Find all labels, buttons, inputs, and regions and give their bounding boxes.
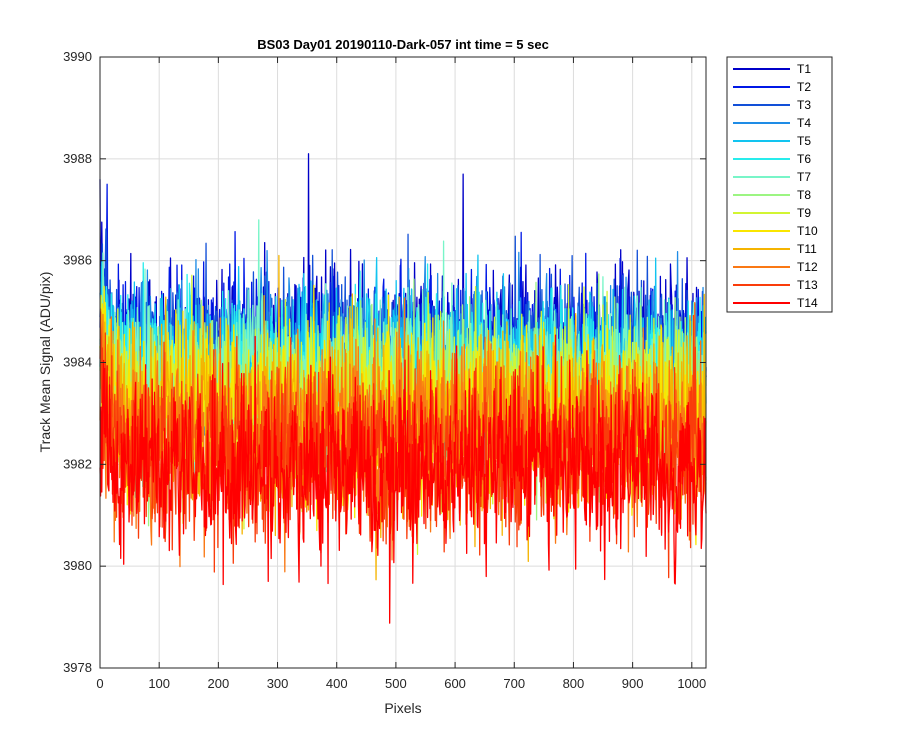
series-lines (99, 153, 707, 624)
legend: T1 T2 T3 T4 T5 T6 T7 T8 T9 T10 T11 T12 T13 T14 (726, 56, 833, 313)
legend-label-t3: T3 (797, 98, 811, 112)
legend-label-t2: T2 (797, 80, 811, 94)
legend-label-t12: T12 (797, 260, 818, 274)
x-tick-label: 400 (326, 676, 348, 691)
y-tick-label: 3982 (63, 456, 92, 471)
y-tick-label: 3984 (63, 355, 92, 370)
y-tick-label: 3978 (63, 660, 92, 675)
x-axis: 0 100 200 300 400 500 600 700 800 900 1000 (96, 57, 706, 691)
x-tick-label: 100 (148, 676, 170, 691)
x-tick-label: 1000 (677, 676, 706, 691)
x-tick-label: 300 (267, 676, 289, 691)
y-tick-label: 3986 (63, 253, 92, 268)
legend-box (726, 56, 833, 313)
x-tick-label: 600 (444, 676, 466, 691)
legend-label-t4: T4 (797, 116, 811, 130)
legend-label-t8: T8 (797, 188, 811, 202)
x-axis-label: Pixels (384, 700, 421, 716)
series-line-t14 (99, 334, 707, 624)
legend-label-t1: T1 (797, 62, 811, 76)
legend-label-t13: T13 (797, 278, 818, 292)
legend-label-t6: T6 (797, 152, 811, 166)
legend-label-t9: T9 (797, 206, 811, 220)
y-tick-label: 3988 (63, 151, 92, 166)
y-axis: 3978 3980 3982 3984 3986 3988 3990 (63, 49, 706, 675)
legend-label-t11: T11 (797, 242, 817, 256)
legend-label-t7: T7 (797, 170, 811, 184)
y-tick-label: 3990 (63, 49, 92, 64)
y-axis-label: Track Mean Signal (ADU/pix) (37, 272, 53, 453)
legend-label-t14: T14 (797, 296, 818, 310)
x-tick-label: 900 (622, 676, 644, 691)
x-tick-label: 0 (96, 676, 103, 691)
x-tick-label: 800 (563, 676, 585, 691)
x-tick-label: 200 (208, 676, 230, 691)
chart-title: BS03 Day01 20190110-Dark-057 int time = … (257, 37, 549, 52)
legend-label-t5: T5 (797, 134, 811, 148)
legend-label-t10: T10 (797, 224, 818, 238)
x-tick-label: 700 (503, 676, 525, 691)
x-tick-label: 500 (385, 676, 407, 691)
y-tick-label: 3980 (63, 558, 92, 573)
